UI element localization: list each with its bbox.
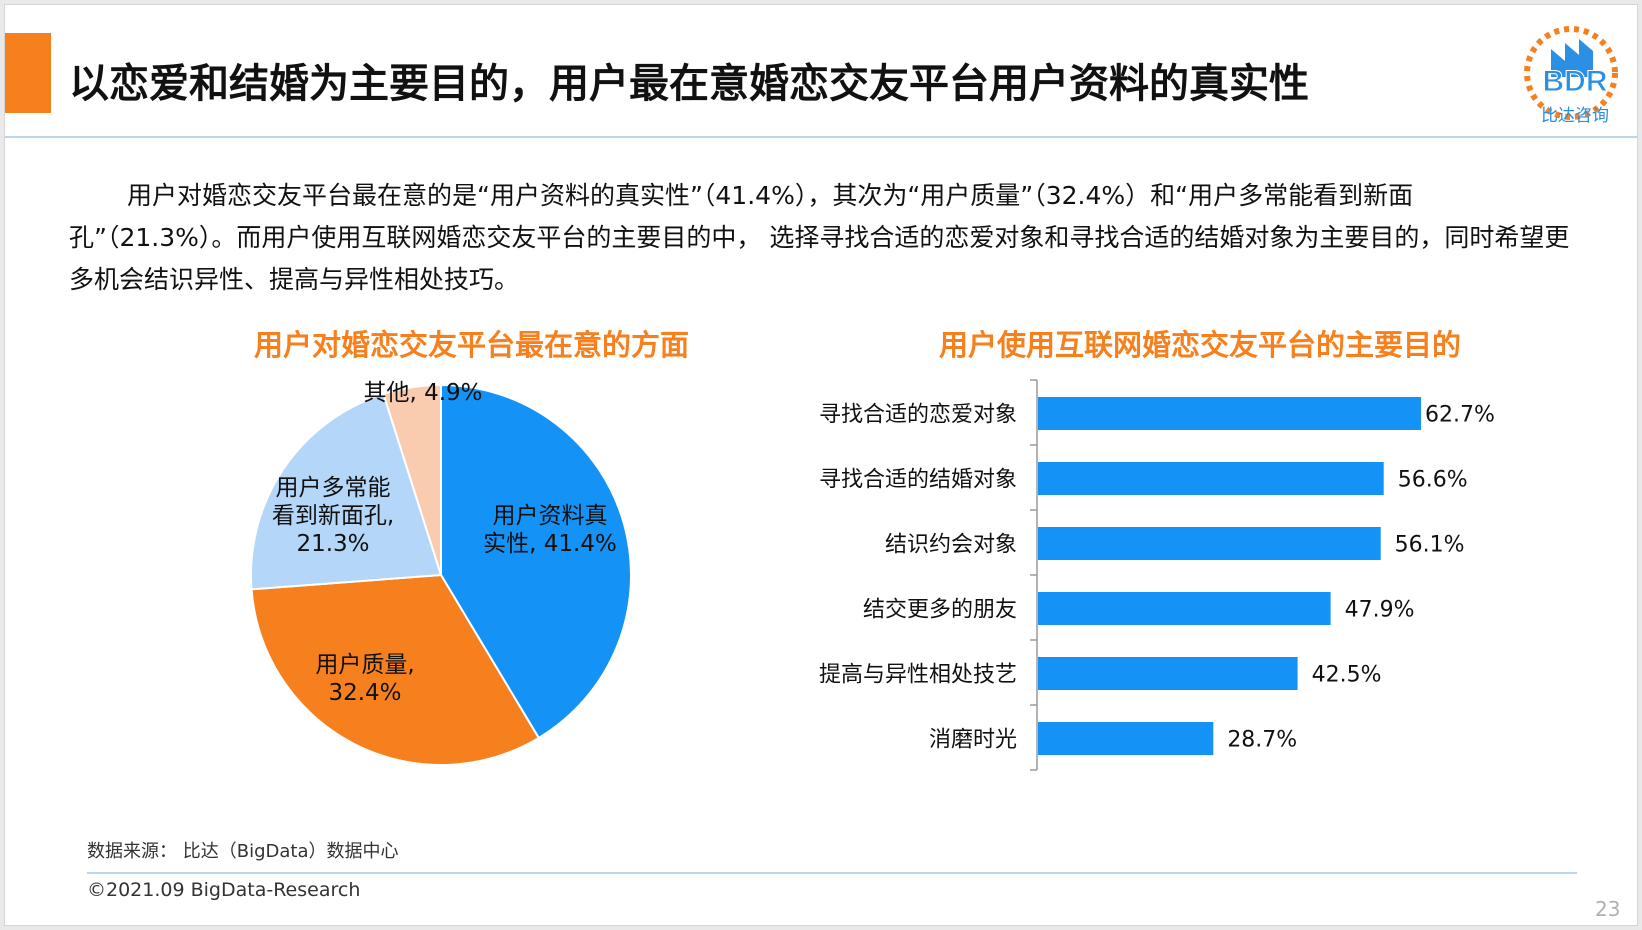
bar-chart-title: 用户使用互联网婚恋交友平台的主要目的 bbox=[939, 328, 1462, 362]
bar-5 bbox=[1038, 722, 1214, 755]
copyright: ©2021.09 BigData-Research bbox=[87, 879, 361, 901]
pie-chart-title: 用户对婚恋交友平台最在意的方面 bbox=[254, 328, 690, 362]
pie-slice-0 bbox=[440, 383, 632, 740]
logo-subtitle: 比达咨询 bbox=[1541, 106, 1609, 126]
summary-text: 用户对婚恋交友平台最在意的是“用户资料的真实性”（41.4%），其次为“用户质量… bbox=[69, 181, 1570, 294]
bar-category-label: 寻找合适的结婚对象 bbox=[819, 468, 1017, 493]
pie-label-line: 32.4% bbox=[328, 680, 401, 706]
bar-2 bbox=[1038, 527, 1381, 560]
page-title: 以恋爱和结婚为主要目的，用户最在意婚恋交友平台用户资料的真实性 bbox=[69, 61, 1309, 107]
pie-label-line: 其他, 4.9% bbox=[363, 380, 482, 406]
bar-value-label: 56.6% bbox=[1398, 468, 1468, 493]
pie-label-1: 用户质量, 32.4% bbox=[315, 652, 414, 706]
pie-label-line: 看到新面孔, bbox=[272, 503, 394, 529]
slide: 以恋爱和结婚为主要目的，用户最在意婚恋交友平台用户资料的真实性 BDR 比达咨询… bbox=[4, 4, 1638, 926]
footer-divider bbox=[87, 872, 1577, 874]
bar-category-label: 提高与异性相处技艺 bbox=[819, 663, 1017, 688]
bar-4 bbox=[1038, 657, 1298, 690]
pie-label-line: 用户质量, bbox=[315, 652, 414, 678]
bar-3 bbox=[1038, 592, 1331, 625]
bar-value-label: 42.5% bbox=[1312, 663, 1382, 688]
bar-0 bbox=[1038, 397, 1421, 430]
page-number: 23 bbox=[1595, 897, 1621, 921]
pie-slice-1 bbox=[250, 573, 541, 766]
bar-value-label: 47.9% bbox=[1345, 598, 1415, 623]
pie-slice-3 bbox=[382, 383, 442, 576]
pie-label-2: 用户多常能看到新面孔, 21.3% bbox=[272, 475, 394, 557]
pie-label-line: 实性, 41.4% bbox=[483, 531, 617, 557]
logo-text: BDR bbox=[1543, 65, 1608, 98]
bar-category-label: 寻找合适的恋爱对象 bbox=[819, 403, 1017, 428]
bar-category-label: 结交更多的朋友 bbox=[863, 598, 1017, 623]
bar-1 bbox=[1038, 462, 1384, 495]
bar-category-label: 消磨时光 bbox=[929, 728, 1017, 753]
pie-label-line: 21.3% bbox=[296, 531, 369, 557]
pie-label-3: 其他, 4.9% bbox=[363, 380, 482, 406]
pie-label-line: 用户资料真 bbox=[493, 503, 608, 529]
title-divider bbox=[5, 136, 1637, 138]
pie-slice-2 bbox=[250, 392, 443, 591]
bar-value-label: 28.7% bbox=[1227, 728, 1297, 753]
charts-canvas: 用户资料真实性, 41.4% 用户质量, 32.4% 用户多常能看到新面孔, 21.3%… bbox=[250, 379, 1495, 771]
bdr-logo-icon: BDR bbox=[1524, 26, 1618, 120]
title-accent-bar bbox=[5, 33, 51, 113]
bar-value-label: 62.7% bbox=[1425, 403, 1495, 428]
bar-category-label: 结识约会对象 bbox=[885, 533, 1017, 558]
bar-value-label: 56.1% bbox=[1395, 533, 1465, 558]
pie-label-0: 用户资料真实性, 41.4% bbox=[483, 503, 617, 557]
data-source: 数据来源： 比达（BigData）数据中心 bbox=[87, 841, 399, 862]
summary-paragraph: 用户对婚恋交友平台最在意的是“用户资料的真实性”（41.4%），其次为“用户质量… bbox=[69, 175, 1579, 301]
pie-label-line: 用户多常能 bbox=[276, 475, 391, 501]
